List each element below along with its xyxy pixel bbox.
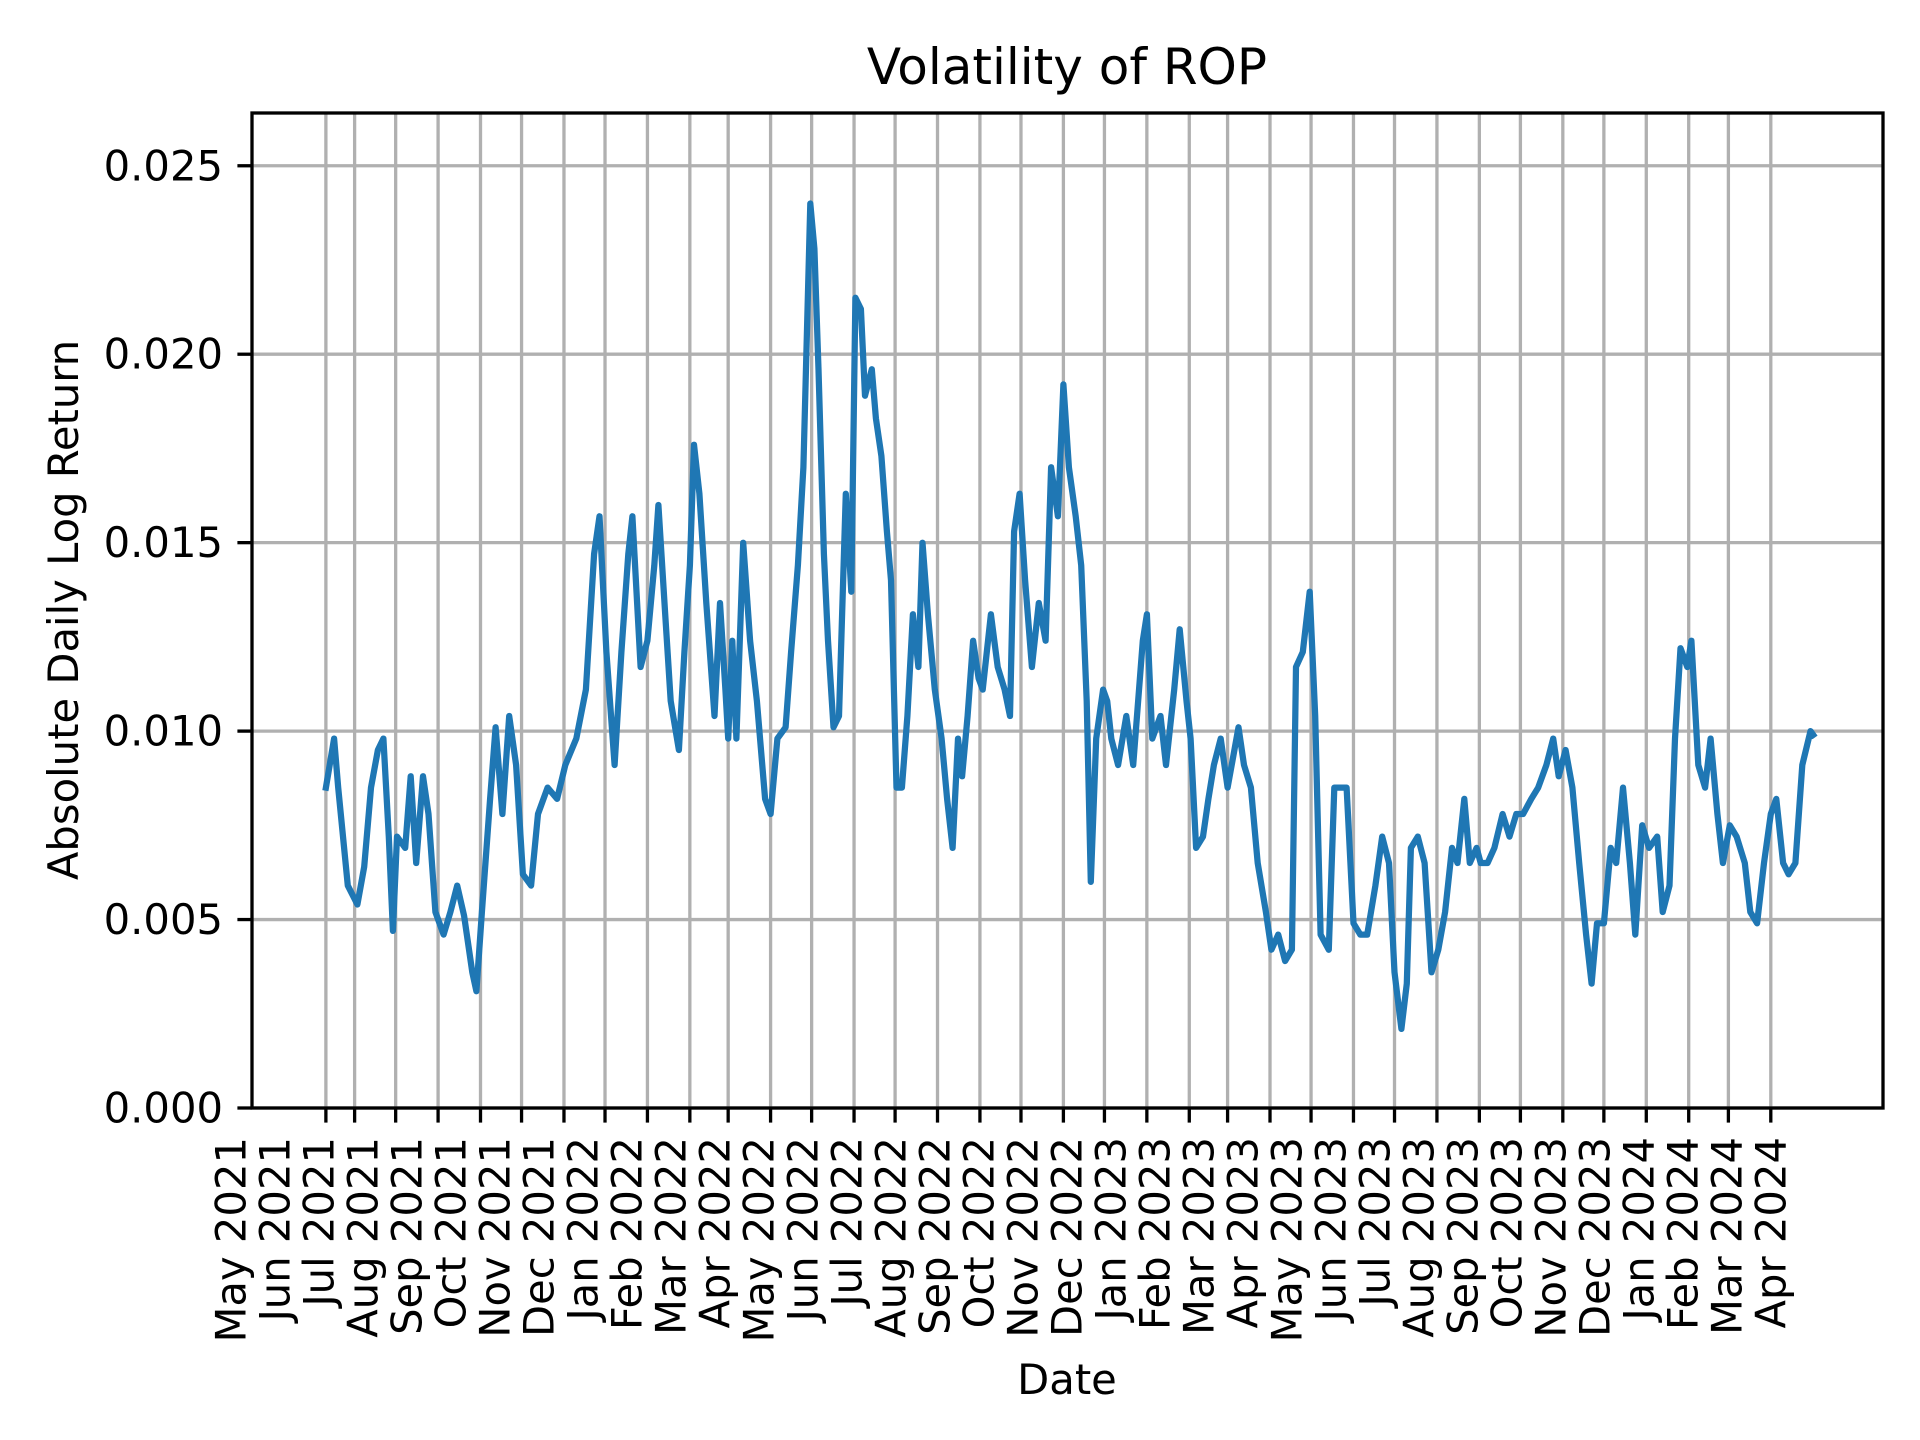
x-tick-label: May 2023 <box>1262 1137 1311 1343</box>
x-tick-label: Dec 2021 <box>514 1137 563 1337</box>
x-tick-label: Dec 2022 <box>1042 1137 1091 1337</box>
x-tick-label: Mar 2023 <box>1174 1137 1223 1335</box>
y-tick-label: 0.020 <box>104 330 223 379</box>
x-tick-label: Jul 2021 <box>294 1137 343 1310</box>
x-tick-label: Feb 2022 <box>602 1137 651 1330</box>
volatility-line <box>322 200 1818 1033</box>
x-tick-label: Jul 2022 <box>822 1137 871 1310</box>
axes-frame <box>250 111 1885 1110</box>
x-tick-label: Sep 2022 <box>910 1137 959 1335</box>
x-tick-label: Nov 2022 <box>998 1137 1047 1338</box>
y-tick-label: 0.000 <box>104 1084 223 1133</box>
x-tick-label: May 2021 <box>206 1137 255 1343</box>
x-tick-label: Mar 2022 <box>646 1137 695 1335</box>
x-tick-label: Feb 2023 <box>1130 1137 1179 1330</box>
x-tick-label: Jun 2023 <box>1306 1137 1355 1324</box>
x-tick-label: Jul 2023 <box>1350 1137 1399 1310</box>
x-axis-label: Date <box>1017 1355 1117 1404</box>
x-tick-label: Mar 2024 <box>1702 1137 1751 1335</box>
x-tick-label: Aug 2022 <box>866 1137 915 1338</box>
x-tick-label: Sep 2023 <box>1438 1137 1487 1335</box>
y-tick-label: 0.010 <box>104 707 223 756</box>
x-tick-label: Sep 2021 <box>382 1137 431 1335</box>
x-tick-label: Oct 2021 <box>426 1137 475 1328</box>
x-tick-label: Jun 2022 <box>778 1137 827 1324</box>
x-tick-label: Oct 2023 <box>1482 1137 1531 1328</box>
x-tick-label: Apr 2024 <box>1746 1137 1795 1328</box>
x-tick-label: May 2022 <box>734 1137 783 1343</box>
x-tick-label: Oct 2022 <box>954 1137 1003 1328</box>
x-tick-label: Jan 2022 <box>558 1137 607 1324</box>
chart-title: Volatility of ROP <box>867 38 1267 96</box>
series-layer <box>322 200 1818 1033</box>
y-axis: 0.000 0.005 0.010 0.015 0.020 0.025 <box>104 141 252 1133</box>
y-axis-label: Absolute Daily Log Return <box>39 340 88 880</box>
x-tick-label: Apr 2022 <box>690 1137 739 1328</box>
x-tick-label: Jan 2023 <box>1086 1137 1135 1324</box>
x-tick-label: Nov 2021 <box>470 1137 519 1338</box>
x-tick-label: Jun 2021 <box>250 1137 299 1324</box>
x-tick-label: Nov 2023 <box>1526 1137 1575 1338</box>
x-tick-label: Feb 2024 <box>1658 1137 1707 1330</box>
x-tick-label: Aug 2023 <box>1394 1137 1443 1338</box>
y-tick-label: 0.025 <box>104 141 223 190</box>
x-tick-label: Aug 2021 <box>338 1137 387 1338</box>
x-tick-label: Apr 2023 <box>1218 1137 1267 1328</box>
x-tick-label: Dec 2023 <box>1570 1137 1619 1337</box>
y-tick-label: 0.015 <box>104 518 223 567</box>
x-tick-label: Jan 2024 <box>1614 1137 1663 1324</box>
y-tick-label: 0.005 <box>104 895 223 944</box>
